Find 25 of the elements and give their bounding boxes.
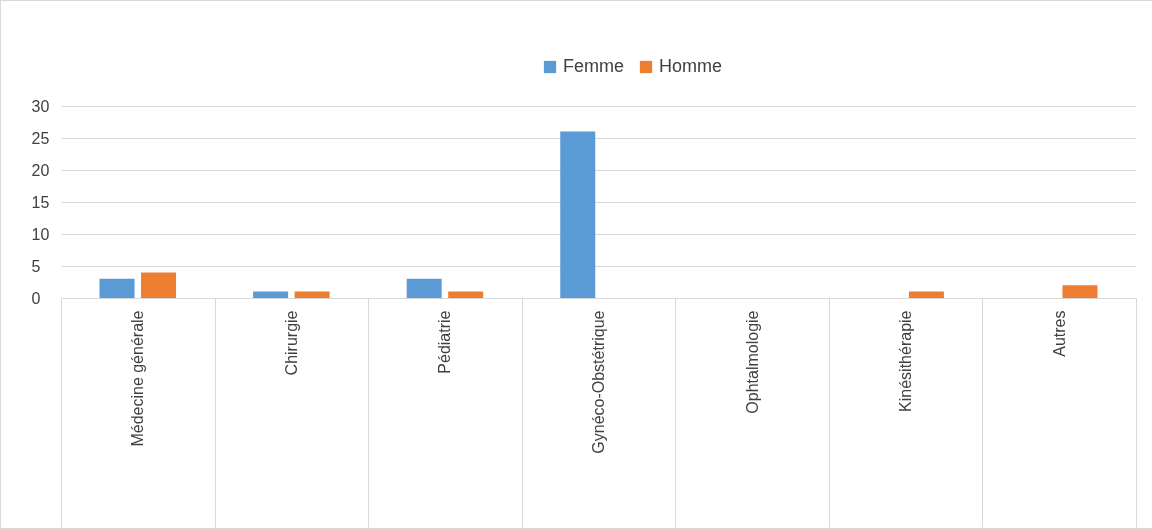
y-tick-label: 25 xyxy=(31,129,50,147)
y-tick-label: 10 xyxy=(31,225,50,243)
x-tick-label: Chirurgie xyxy=(282,310,300,376)
x-tick-label: Kinésithérapie xyxy=(897,310,915,412)
y-tick-label: 20 xyxy=(31,161,50,179)
bar xyxy=(141,272,177,298)
bar xyxy=(448,291,484,298)
bar xyxy=(294,291,330,298)
y-tick-label: 15 xyxy=(31,193,50,211)
y-tick-label: 5 xyxy=(31,257,41,275)
bar xyxy=(253,291,289,298)
x-tick-label: Médecine générale xyxy=(129,310,147,447)
y-tick-label: 30 xyxy=(31,97,50,115)
x-tick-label: Ophtalmologie xyxy=(743,310,761,414)
bar xyxy=(560,131,596,298)
x-tick-label: Pédiatrie xyxy=(436,310,454,374)
legend-label: Femme xyxy=(563,56,625,76)
bar xyxy=(1062,285,1098,298)
x-tick-label: Gynéco-Obstétrique xyxy=(590,310,607,454)
legend-label: Homme xyxy=(659,56,723,76)
bar xyxy=(99,278,135,298)
x-tick-label: Autres xyxy=(1050,310,1068,357)
y-tick-label: 0 xyxy=(31,289,41,307)
bar xyxy=(908,291,944,298)
bar xyxy=(406,278,442,298)
